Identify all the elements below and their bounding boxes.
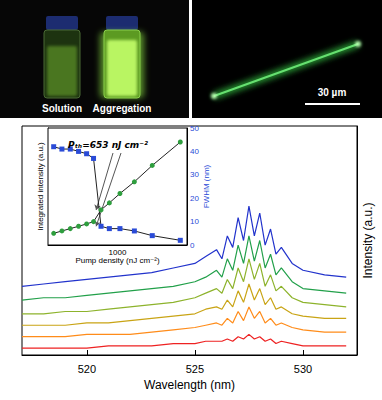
- svg-text:40: 40: [190, 147, 199, 156]
- svg-text:530: 530: [294, 363, 312, 375]
- svg-text:Aggregation: Aggregation: [93, 103, 152, 114]
- svg-text:520: 520: [78, 363, 96, 375]
- svg-text:30: 30: [190, 170, 199, 179]
- svg-text:20: 20: [190, 194, 199, 203]
- svg-text:Integrated intensity (a.u.): Integrated intensity (a.u.): [36, 142, 45, 231]
- svg-text:Intensity (a.u.): Intensity (a.u.): [361, 202, 375, 278]
- svg-text:Pump density (nJ cm⁻²): Pump density (nJ cm⁻²): [75, 256, 160, 265]
- svg-text:30 µm: 30 µm: [318, 87, 347, 98]
- svg-text:Pₜₕ=653 nJ cm⁻²: Pₜₕ=653 nJ cm⁻²: [68, 140, 148, 150]
- svg-text:FWHM (nm): FWHM (nm): [202, 164, 211, 208]
- svg-text:525: 525: [186, 363, 204, 375]
- svg-text:1000: 1000: [109, 248, 127, 257]
- svg-text:0: 0: [190, 241, 195, 250]
- svg-text:Solution: Solution: [42, 103, 82, 114]
- svg-text:50: 50: [190, 124, 199, 133]
- svg-text:10: 10: [190, 217, 199, 226]
- svg-text:Wavelength (nm): Wavelength (nm): [144, 378, 235, 392]
